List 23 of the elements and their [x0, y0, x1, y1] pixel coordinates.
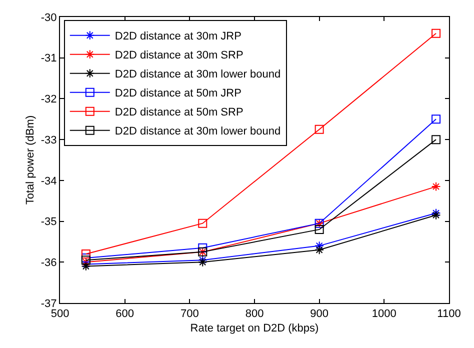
y-tick-label: -35 [40, 216, 57, 228]
y-tick-label: -36 [40, 256, 57, 269]
y-tick-label: -33 [40, 134, 57, 146]
legend-label: D2D distance at 30m lower bound [114, 68, 281, 81]
y-tick-label: -37 [40, 298, 57, 310]
x-tick-label: 800 [245, 308, 264, 320]
y-tick-label: -31 [40, 52, 57, 65]
y-tick-label: -30 [40, 12, 57, 24]
y-tick-label: -34 [40, 175, 57, 188]
x-tick-label: 700 [180, 308, 199, 320]
x-axis-title: Rate target on D2D (kbps) [190, 322, 319, 334]
legend-label: D2D distance at 30m lower bound [114, 126, 281, 138]
legend-label: D2D distance at 50m JRP [114, 88, 242, 100]
x-tick-label: 600 [116, 308, 134, 320]
legend-label: D2D distance at 30m SRP [114, 50, 244, 62]
legend-label: D2D distance at 30m JRP [114, 30, 242, 43]
x-tick-label: 1100 [437, 308, 461, 320]
x-tick-label: 900 [310, 308, 329, 320]
y-axis-title: Total power (dBm) [24, 115, 37, 205]
y-tick-label: -32 [40, 94, 57, 106]
x-tick-label: 1000 [372, 308, 396, 320]
x-tick-label: 500 [50, 308, 70, 320]
legend-label: D2D distance at 50m SRP [114, 106, 244, 119]
